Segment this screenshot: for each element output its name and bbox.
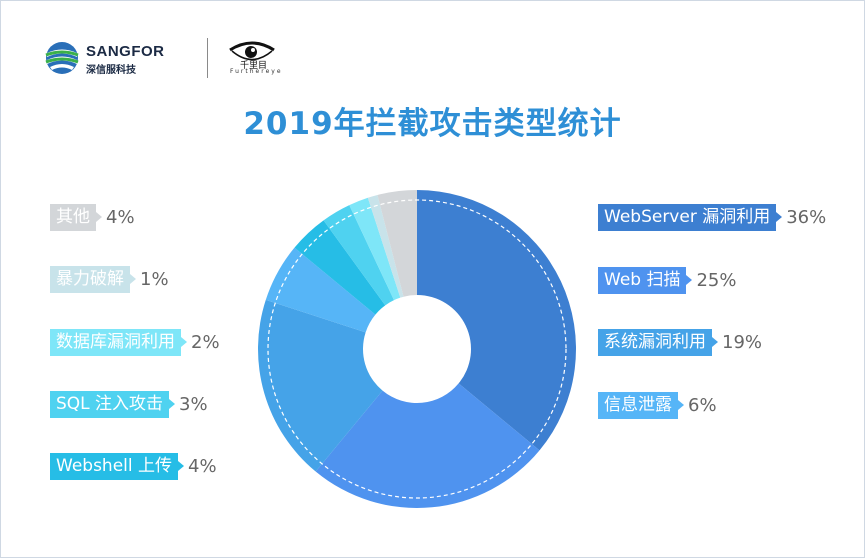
pie-slice-0 — [417, 190, 576, 451]
legend-item: SQL 注入攻击 3% — [50, 391, 208, 418]
brand-name: SANGFOR — [86, 43, 165, 60]
legend-label: Webshell 上传 — [50, 453, 185, 480]
legend-value: 36% — [786, 207, 827, 228]
legend-label: SQL 注入攻击 — [50, 391, 176, 418]
pie-slice-2 — [258, 299, 383, 472]
pie-slice-4 — [294, 220, 386, 315]
legend-value: 3% — [179, 394, 208, 415]
legend-label: Web 扫描 — [598, 267, 693, 294]
legend-value: 1% — [140, 269, 169, 290]
sangfor-logo-icon — [45, 42, 79, 74]
legend-label: 其他 — [50, 204, 102, 231]
legend-label: 信息泄露 — [598, 392, 684, 419]
legend-value: 25% — [696, 270, 737, 291]
legend-item: Web 扫描 25% — [598, 267, 736, 294]
legend-value: 4% — [106, 207, 135, 228]
legend-item: 暴力破解 1% — [50, 266, 169, 293]
legend-label: WebServer 漏洞利用 — [598, 204, 783, 231]
partner-sub: Furthereye — [230, 68, 283, 75]
legend-item: 其他 4% — [50, 204, 135, 231]
pie-slice-8 — [377, 190, 417, 297]
brand-sub: 深信服科技 — [86, 65, 136, 76]
legend-item: 数据库漏洞利用 2% — [50, 329, 220, 356]
partner-glyphs: 千里目 — [240, 60, 267, 71]
legend-label: 系统漏洞利用 — [598, 329, 718, 356]
eye-logo-icon: 千里目 — [229, 41, 275, 71]
legend-label: 暴力破解 — [50, 266, 136, 293]
pie-slice-1 — [315, 383, 540, 508]
legend-value: 4% — [188, 456, 217, 477]
legend-item: WebServer 漏洞利用 36% — [598, 204, 826, 231]
dashed-ring — [267, 199, 567, 499]
pie-slice-3 — [265, 247, 376, 333]
chart-title: 2019年拦截攻击类型统计 — [243, 106, 622, 142]
legend-value: 6% — [688, 395, 717, 416]
pie-slice-6 — [349, 197, 401, 301]
legend-item: 系统漏洞利用 19% — [598, 329, 762, 356]
legend-value: 2% — [191, 332, 220, 353]
logo-divider — [207, 38, 208, 78]
legend-value: 19% — [722, 332, 763, 353]
pie-slice-7 — [367, 194, 404, 298]
legend-item: 信息泄露 6% — [598, 392, 717, 419]
legend-label: 数据库漏洞利用 — [50, 329, 187, 356]
pie-slice-5 — [323, 205, 395, 306]
legend-item: Webshell 上传 4% — [50, 453, 217, 480]
